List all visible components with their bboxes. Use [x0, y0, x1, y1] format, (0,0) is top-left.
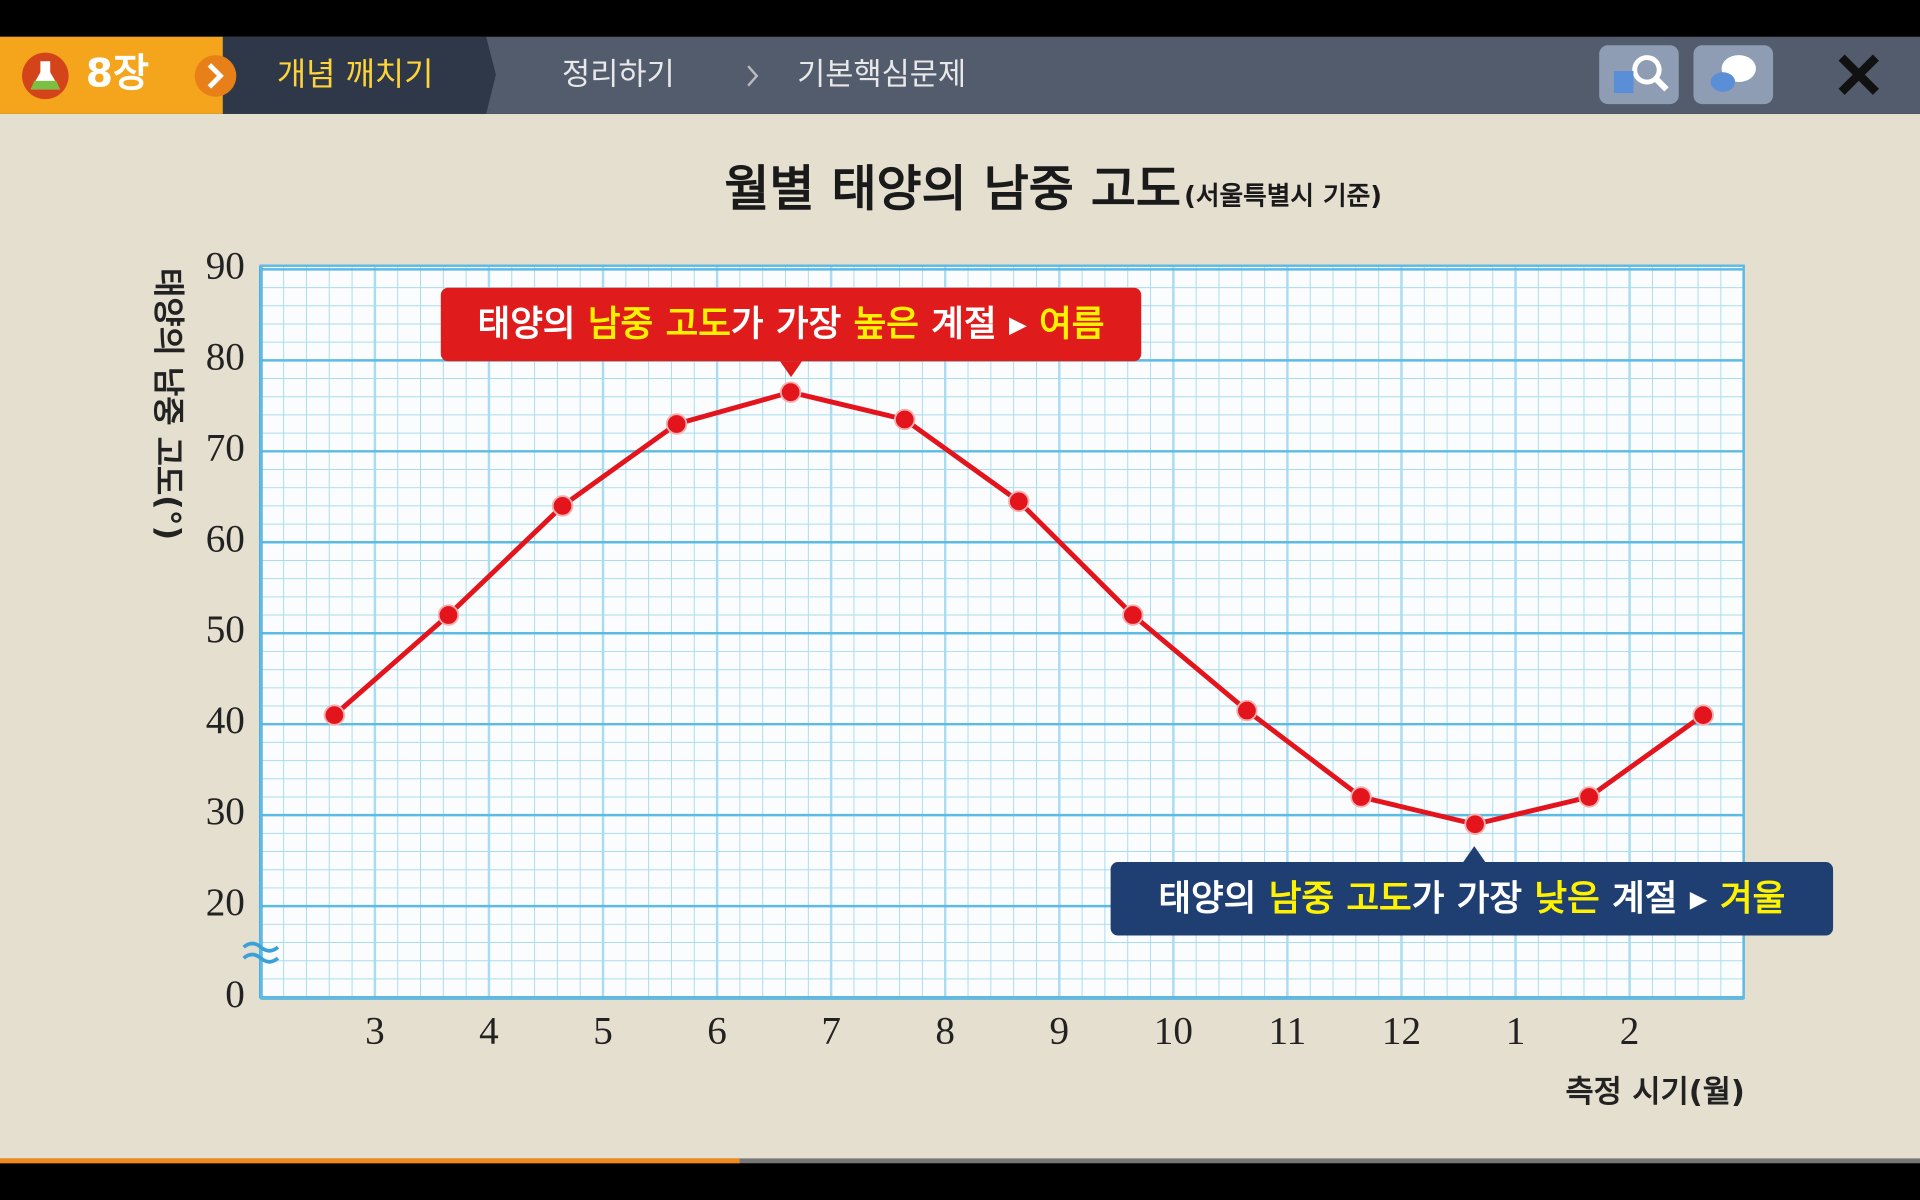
progress-fill [0, 1158, 740, 1164]
x-tick-label: 8 [935, 1010, 955, 1053]
data-point [1236, 699, 1258, 722]
y-tick-label: 50 [206, 608, 245, 651]
x-tick-label: 2 [1620, 1010, 1640, 1053]
annotation-part: 가 가장 [1412, 878, 1535, 919]
plot-frame [259, 264, 1745, 1000]
annotation-part: 겨울 [1720, 878, 1785, 919]
data-point [1350, 786, 1372, 808]
y-tick-label: 60 [206, 517, 245, 560]
chat-icon-2 [1710, 72, 1736, 92]
x-tick-label: 10 [1154, 1010, 1193, 1053]
annotation-text: 태양의 남중 고도가 가장 높은 계절 ▸ 여름 [478, 304, 1105, 345]
data-point [437, 604, 460, 626]
annotation-part: 여름 [1039, 304, 1104, 345]
annotation-box [440, 287, 1142, 362]
data-point [894, 408, 916, 431]
x-tick-label: 5 [593, 1010, 613, 1053]
axis-break [242, 941, 280, 964]
y-tick-label: 20 [206, 881, 245, 924]
data-point [551, 495, 574, 517]
annotation-part: 계절 ▸ [1600, 878, 1720, 919]
current-step[interactable]: 개념 깨치기 [277, 55, 434, 93]
x-tick-label: 4 [479, 1010, 499, 1053]
annotation-text: 태양의 남중 고도가 가장 낮은 계절 ▸ 겨울 [1158, 878, 1785, 919]
x-axis-title: 측정 시기(월) [1565, 1075, 1744, 1110]
y-tick-label: 30 [206, 790, 245, 833]
x-tick-label: 3 [365, 1010, 385, 1053]
search-handle [1653, 76, 1669, 92]
annotation-part: 남중 고도 [1269, 878, 1412, 919]
annotation-part: 계절 ▸ [919, 304, 1039, 345]
y-tick-label: 0 [225, 973, 245, 1016]
data-point [1692, 704, 1714, 726]
data-point [323, 704, 346, 726]
y-tick-label: 80 [206, 335, 245, 378]
nav-step[interactable]: 정리하기 [562, 57, 675, 92]
search-button[interactable] [1599, 45, 1679, 105]
current-tab[interactable] [222, 36, 496, 114]
y-tick-label: 70 [206, 426, 245, 469]
chapter-arrow[interactable] [194, 55, 237, 97]
y-tick-label: 90 [206, 244, 245, 287]
nav-separator [747, 65, 759, 87]
annotation-box [1110, 862, 1834, 936]
annotation-pointer [780, 361, 803, 378]
x-tick-label: 9 [1049, 1010, 1069, 1053]
x-tick-label: 6 [707, 1010, 727, 1053]
nav-step[interactable]: 기본핵심문제 [797, 57, 966, 92]
close-button[interactable] [1838, 54, 1879, 95]
search-icon [1632, 55, 1662, 85]
data-point [779, 381, 802, 403]
book-icon [1613, 71, 1634, 94]
x-tick-label: 7 [821, 1010, 841, 1053]
data-point [1122, 604, 1144, 626]
annotation-part: 태양의 [1158, 878, 1268, 919]
annotation-part: 남중 고도 [588, 304, 731, 345]
data-point [1008, 490, 1030, 513]
chart-title: 월별 태양의 남중 고도 [724, 161, 1181, 218]
x-tick-label: 1 [1506, 1010, 1526, 1053]
chart-subtitle: (서울특별시 기준) [1184, 182, 1382, 212]
chapter-label: 8장 [86, 51, 149, 96]
annotation-part: 가 가장 [731, 304, 854, 345]
y-axis-title: 태양의 남중 고도(°) [150, 268, 188, 540]
flask-liquid [30, 80, 60, 90]
annotation-pointer [1463, 846, 1486, 863]
chevron [207, 63, 224, 89]
progress-track [0, 1158, 1920, 1164]
y-tick-label: 40 [206, 699, 245, 742]
x-tick-label: 12 [1382, 1010, 1421, 1053]
annotation-part: 높은 [854, 304, 919, 345]
data-point [1578, 786, 1600, 808]
annotation-part: 태양의 [478, 304, 588, 345]
data-point [665, 413, 688, 435]
x-tick-label: 11 [1269, 1010, 1307, 1053]
data-point [1464, 813, 1486, 835]
annotation-part: 낮은 [1534, 878, 1599, 919]
